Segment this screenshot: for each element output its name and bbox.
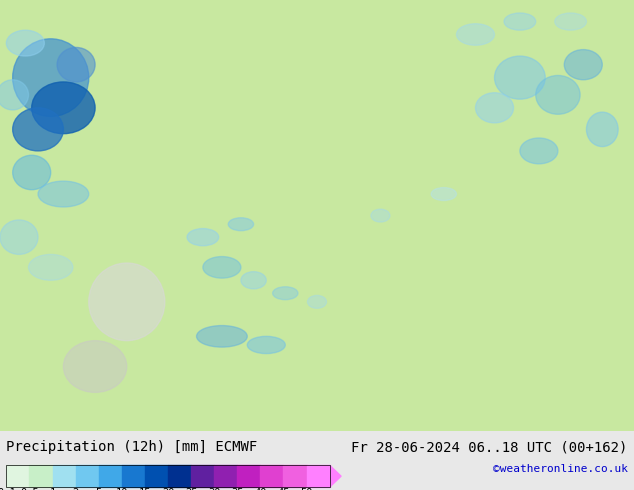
Text: Precipitation (12h) [mm] ECMWF: Precipitation (12h) [mm] ECMWF: [6, 440, 257, 454]
Ellipse shape: [38, 181, 89, 207]
Ellipse shape: [13, 155, 51, 190]
Ellipse shape: [0, 220, 38, 254]
Ellipse shape: [57, 48, 95, 82]
Ellipse shape: [29, 254, 73, 280]
Bar: [283, 466, 307, 487]
Ellipse shape: [13, 39, 89, 117]
Ellipse shape: [586, 112, 618, 147]
Bar: [168, 466, 191, 487]
Ellipse shape: [241, 271, 266, 289]
Text: 2: 2: [72, 488, 79, 490]
Text: 40: 40: [254, 488, 267, 490]
Bar: [122, 466, 145, 487]
Ellipse shape: [197, 325, 247, 347]
Bar: [53, 466, 75, 487]
Text: 0.1: 0.1: [0, 488, 16, 490]
Bar: [29, 466, 53, 487]
Ellipse shape: [6, 30, 44, 56]
Text: 50: 50: [301, 488, 313, 490]
Bar: [307, 466, 330, 487]
Text: ©weatheronline.co.uk: ©weatheronline.co.uk: [493, 464, 628, 473]
Text: 35: 35: [231, 488, 243, 490]
Text: 20: 20: [162, 488, 174, 490]
Text: 10: 10: [115, 488, 128, 490]
Bar: [6, 466, 29, 487]
Ellipse shape: [476, 93, 514, 123]
Text: 25: 25: [185, 488, 197, 490]
Ellipse shape: [203, 257, 241, 278]
Ellipse shape: [307, 295, 327, 308]
Ellipse shape: [63, 341, 127, 392]
Ellipse shape: [504, 13, 536, 30]
Ellipse shape: [32, 82, 95, 134]
Ellipse shape: [89, 263, 165, 341]
Text: 15: 15: [139, 488, 151, 490]
Ellipse shape: [536, 75, 580, 114]
Bar: [99, 466, 122, 487]
Bar: [6, 466, 330, 487]
Ellipse shape: [555, 13, 586, 30]
Ellipse shape: [247, 336, 285, 354]
Bar: [145, 466, 168, 487]
Bar: [191, 466, 214, 487]
Bar: [237, 466, 261, 487]
Ellipse shape: [371, 209, 390, 222]
Ellipse shape: [520, 138, 558, 164]
Text: 45: 45: [277, 488, 290, 490]
Ellipse shape: [273, 287, 298, 300]
Bar: [261, 466, 283, 487]
Bar: [75, 466, 99, 487]
Ellipse shape: [495, 56, 545, 99]
Text: 0.5: 0.5: [20, 488, 39, 490]
Ellipse shape: [187, 228, 219, 246]
Text: 30: 30: [208, 488, 221, 490]
Bar: [214, 466, 237, 487]
Text: Fr 28-06-2024 06..18 UTC (00+162): Fr 28-06-2024 06..18 UTC (00+162): [351, 440, 628, 454]
Ellipse shape: [456, 24, 495, 45]
Polygon shape: [330, 466, 341, 487]
Ellipse shape: [431, 188, 456, 200]
Text: 5: 5: [96, 488, 102, 490]
Ellipse shape: [13, 108, 63, 151]
Text: 1: 1: [49, 488, 56, 490]
Ellipse shape: [0, 80, 29, 110]
Ellipse shape: [564, 49, 602, 80]
Ellipse shape: [228, 218, 254, 231]
